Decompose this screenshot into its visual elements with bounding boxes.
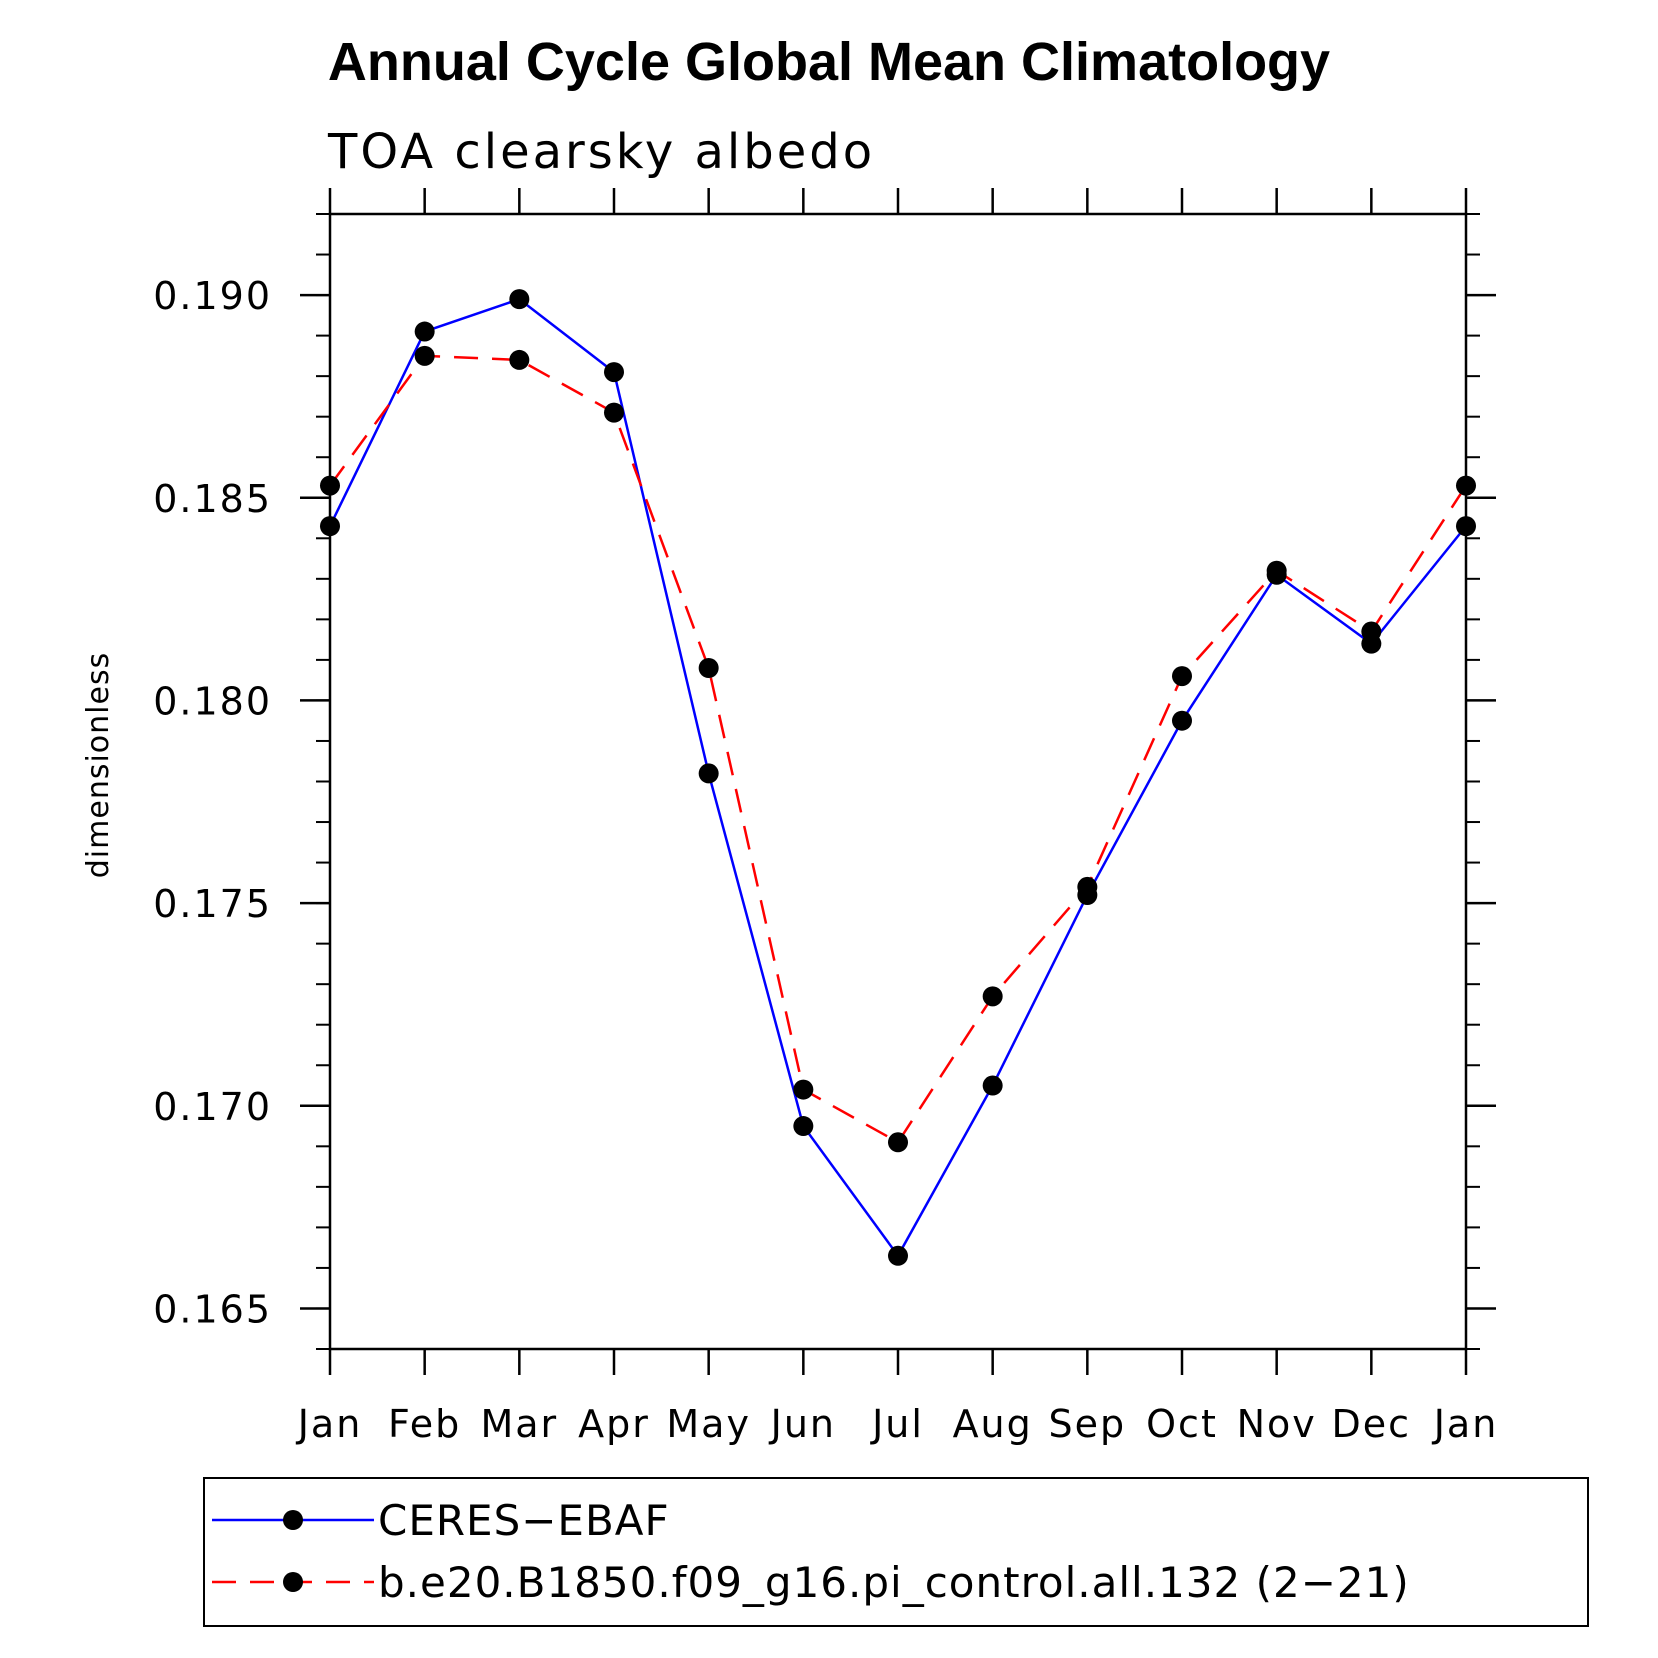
x-tick-label: Feb	[388, 1402, 461, 1446]
data-point-series-2	[888, 1132, 908, 1153]
data-point-series-2	[414, 345, 435, 366]
x-tick-label: Aug	[953, 1402, 1033, 1446]
legend-label-2: b.e20.B1850.f09_g16.pi_control.all.132 (…	[378, 1558, 1410, 1607]
data-point-series-1	[1456, 516, 1476, 537]
data-point-series-1	[982, 1075, 1003, 1096]
data-point-series-1	[509, 289, 530, 310]
y-tick-label: 0.180	[153, 679, 272, 723]
chart-subtitle: TOA clearsky albedo	[327, 124, 875, 180]
data-point-series-1	[793, 1116, 814, 1137]
data-point-series-1	[414, 321, 435, 342]
data-point-series-2	[982, 986, 1003, 1007]
plot-frame	[328, 212, 1468, 1351]
y-axis-label: dimensionless	[81, 652, 116, 878]
x-tick-label: Nov	[1237, 1402, 1317, 1446]
y-tick-label: 0.170	[153, 1085, 272, 1129]
y-tick-label: 0.175	[153, 882, 272, 926]
x-tick-label: Jan	[296, 1402, 363, 1446]
data-point-series-1	[604, 362, 624, 383]
series-line-1	[328, 297, 1467, 1259]
x-tick-label: Apr	[578, 1402, 650, 1446]
x-tick-label: May	[666, 1402, 751, 1446]
data-point-series-1	[1172, 710, 1192, 731]
data-point-series-2	[509, 349, 530, 370]
x-tick-label: Mar	[480, 1402, 558, 1446]
x-tick-label: Sep	[1049, 1402, 1127, 1446]
series-line-2	[328, 354, 1468, 1144]
x-tick-label: Jan	[1432, 1402, 1499, 1446]
data-point-series-2	[1456, 475, 1476, 496]
data-point-series-2	[793, 1079, 814, 1100]
data-point-series-2	[1172, 666, 1192, 687]
data-point-series-2	[1077, 876, 1098, 897]
data-point-series-1	[888, 1245, 908, 1266]
data-point-series-2	[1266, 560, 1287, 581]
series-layer	[320, 289, 1476, 1266]
legend: CERES−EBAF b.e20.B1850.f09_g16.pi_control…	[212, 1496, 1410, 1607]
x-tick-label: Jun	[769, 1402, 836, 1446]
chart-title: Annual Cycle Global Mean Climatology	[328, 32, 1330, 92]
x-tick-label: Jul	[870, 1402, 924, 1446]
data-point-series-1	[320, 516, 340, 537]
y-tick-label: 0.165	[153, 1287, 272, 1331]
y-tick-label: 0.190	[153, 274, 272, 318]
legend-box	[203, 1477, 1589, 1627]
data-point-series-1	[698, 763, 719, 784]
data-point-series-2	[320, 475, 340, 496]
data-point-series-2	[604, 402, 624, 423]
x-tick-label: Oct	[1146, 1402, 1218, 1446]
legend-marker-2	[283, 1572, 303, 1592]
legend-label-1: CERES−EBAF	[378, 1496, 670, 1545]
x-tick-label: Dec	[1332, 1402, 1412, 1446]
axes: Jan Feb Mar Apr May Jun Jul Aug Sep Oct Nov Dec Jan 0…	[153, 188, 1499, 1446]
data-point-series-2	[698, 658, 719, 678]
legend-marker-1	[283, 1510, 303, 1530]
data-point-series-2	[1361, 621, 1382, 642]
y-tick-label: 0.185	[153, 477, 272, 521]
